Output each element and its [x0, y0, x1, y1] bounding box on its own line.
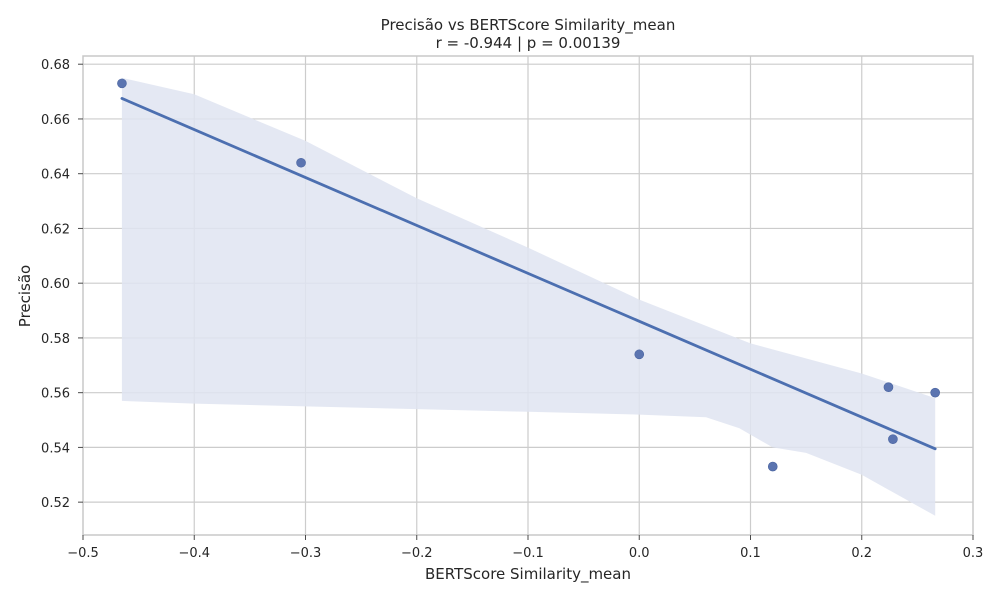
x-tick-label: −0.2 [401, 546, 433, 561]
y-tick-label: 0.64 [41, 168, 70, 183]
chart-subtitle: r = -0.944 | p = 0.00139 [436, 34, 621, 52]
regression-line-layer [120, 97, 937, 451]
x-axis-ticks: −0.5 −0.4 −0.3 −0.2 −0.1 0.0 0.1 0.2 0.3 [67, 535, 983, 561]
x-tick-label: −0.5 [67, 546, 99, 561]
data-point [634, 349, 645, 360]
y-tick-label: 0.62 [41, 222, 70, 237]
data-point [117, 78, 127, 89]
data-point [930, 387, 940, 398]
y-tick-label: 0.56 [41, 387, 70, 402]
regression-line [120, 97, 937, 451]
y-tick-label: 0.52 [41, 496, 70, 511]
data-point [296, 157, 306, 168]
data-point [767, 461, 778, 472]
x-tick-label: −0.4 [178, 546, 210, 561]
x-tick-label: 0.3 [963, 546, 984, 561]
y-tick-label: 0.54 [41, 441, 70, 456]
y-axis-ticks: 0.52 0.54 0.56 0.58 0.60 0.62 0.64 0.66 0.68 [41, 58, 83, 511]
y-axis-label: Precisão [16, 265, 34, 327]
data-points [117, 78, 940, 472]
x-tick-label: −0.1 [512, 546, 544, 561]
y-tick-label: 0.60 [41, 277, 70, 292]
x-tick-label: −0.3 [290, 546, 322, 561]
y-tick-label: 0.58 [41, 332, 70, 347]
data-point [888, 434, 898, 445]
x-tick-label: 0.1 [740, 546, 761, 561]
chart-title: Precisão vs BERTScore Similarity_mean [381, 16, 676, 35]
x-tick-label: 0.0 [629, 546, 650, 561]
x-axis-label: BERTScore Similarity_mean [425, 565, 631, 584]
x-tick-label: 0.2 [851, 546, 872, 561]
y-tick-label: 0.68 [41, 58, 70, 73]
y-tick-label: 0.66 [41, 113, 70, 128]
data-point [883, 382, 894, 392]
